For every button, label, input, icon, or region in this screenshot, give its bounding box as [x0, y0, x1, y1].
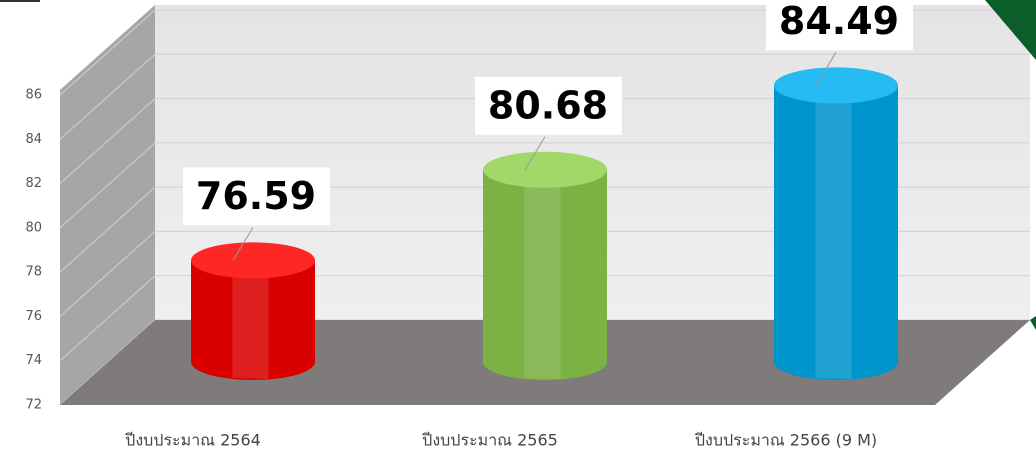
- x-tick-label: ปีงบประมาณ 2564: [125, 431, 261, 450]
- bar-highlight: [815, 85, 852, 379]
- bar-body: [191, 260, 315, 380]
- y-tick-label: 84: [25, 132, 42, 147]
- bar-shade: [191, 260, 315, 380]
- bar-shade: [483, 169, 607, 380]
- x-tick-label: ปีงบประมาณ 2566 (9 M): [694, 431, 877, 450]
- value-label-box: [766, 0, 913, 51]
- side-wall: [60, 5, 155, 405]
- value-label-box: [183, 167, 330, 226]
- bar-top-shade: [774, 67, 898, 104]
- bar-top-shade: [191, 242, 315, 279]
- y-tick-label: 80: [25, 220, 42, 235]
- grid-line: [59, 9, 156, 96]
- value-label-box: [475, 76, 622, 135]
- grid-line: [59, 98, 156, 184]
- grid-line: [59, 231, 156, 317]
- bar-body: [483, 169, 607, 380]
- value-label: 84.49: [779, 0, 899, 43]
- bar-body: [774, 85, 898, 380]
- x-tick-label: ปีงบประมาณ 2565: [422, 431, 558, 450]
- bar-top-shade: [483, 151, 607, 188]
- grid-line: [59, 275, 156, 362]
- y-tick-label: 82: [25, 176, 42, 191]
- y-tick-label: 74: [25, 353, 42, 368]
- leader-line: [815, 52, 837, 86]
- bar-top: [774, 67, 898, 104]
- y-tick-label: 86: [25, 88, 42, 103]
- bar-highlight: [232, 260, 269, 379]
- bar: [483, 151, 607, 380]
- value-label: 76.59: [196, 174, 316, 218]
- value-label: 80.68: [488, 83, 608, 127]
- grid-line: [59, 142, 156, 229]
- bar: [191, 242, 315, 380]
- y-tick-label: 72: [25, 398, 42, 413]
- corner-decoration: [985, 0, 1036, 60]
- y-tick-label: 78: [25, 265, 42, 280]
- bar-shade: [774, 85, 898, 380]
- leader-line: [524, 136, 546, 171]
- bar-top: [191, 242, 315, 279]
- bar-top: [483, 151, 607, 188]
- y-tick-label: 76: [25, 309, 42, 324]
- leader-line: [232, 227, 254, 261]
- grid-line: [59, 186, 156, 273]
- bar-highlight: [524, 169, 561, 379]
- bar: [774, 67, 898, 380]
- corner-decoration: [1030, 316, 1036, 330]
- grid-line: [59, 53, 156, 140]
